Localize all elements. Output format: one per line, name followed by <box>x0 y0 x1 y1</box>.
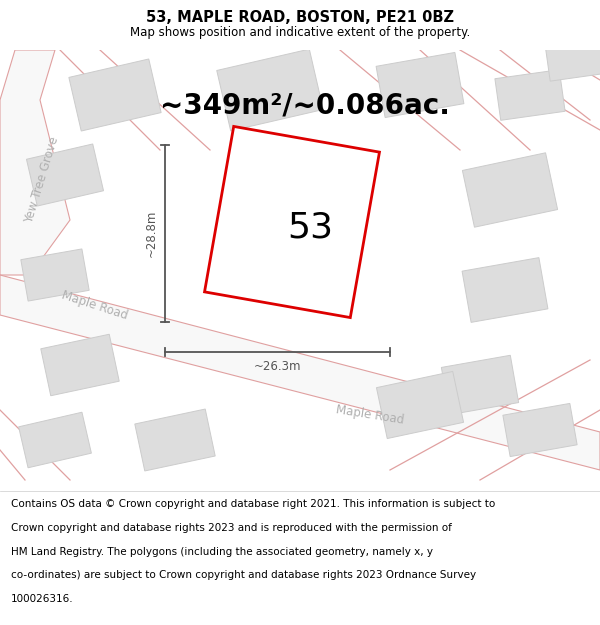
Text: Map shows position and indicative extent of the property.: Map shows position and indicative extent… <box>130 26 470 39</box>
Polygon shape <box>0 275 600 470</box>
Text: 53: 53 <box>287 210 333 244</box>
Polygon shape <box>503 403 577 457</box>
Text: Contains OS data © Crown copyright and database right 2021. This information is : Contains OS data © Crown copyright and d… <box>11 499 495 509</box>
Polygon shape <box>376 371 464 439</box>
Polygon shape <box>376 52 464 118</box>
Text: Maple Road: Maple Road <box>335 403 405 427</box>
Text: co-ordinates) are subject to Crown copyright and database rights 2023 Ordnance S: co-ordinates) are subject to Crown copyr… <box>11 571 476 581</box>
Text: Yew Tree Grove: Yew Tree Grove <box>23 135 61 225</box>
Text: ~28.8m: ~28.8m <box>145 210 157 258</box>
Polygon shape <box>205 126 379 318</box>
Polygon shape <box>0 50 70 275</box>
Text: 53, MAPLE ROAD, BOSTON, PE21 0BZ: 53, MAPLE ROAD, BOSTON, PE21 0BZ <box>146 10 454 25</box>
Text: HM Land Registry. The polygons (including the associated geometry, namely x, y: HM Land Registry. The polygons (includin… <box>11 547 433 557</box>
Polygon shape <box>217 49 323 131</box>
Polygon shape <box>69 59 161 131</box>
Polygon shape <box>19 412 91 468</box>
Polygon shape <box>26 144 104 206</box>
Text: ~26.3m: ~26.3m <box>254 361 301 374</box>
Text: ~349m²/~0.086ac.: ~349m²/~0.086ac. <box>160 91 450 119</box>
Polygon shape <box>135 409 215 471</box>
Polygon shape <box>442 355 518 415</box>
Text: Maple Road: Maple Road <box>60 288 130 322</box>
Polygon shape <box>462 258 548 322</box>
Polygon shape <box>41 334 119 396</box>
Text: Crown copyright and database rights 2023 and is reproduced with the permission o: Crown copyright and database rights 2023… <box>11 523 452 533</box>
Text: 100026316.: 100026316. <box>11 594 73 604</box>
Polygon shape <box>21 249 89 301</box>
Polygon shape <box>545 39 600 81</box>
Polygon shape <box>463 152 557 228</box>
Polygon shape <box>495 69 565 121</box>
